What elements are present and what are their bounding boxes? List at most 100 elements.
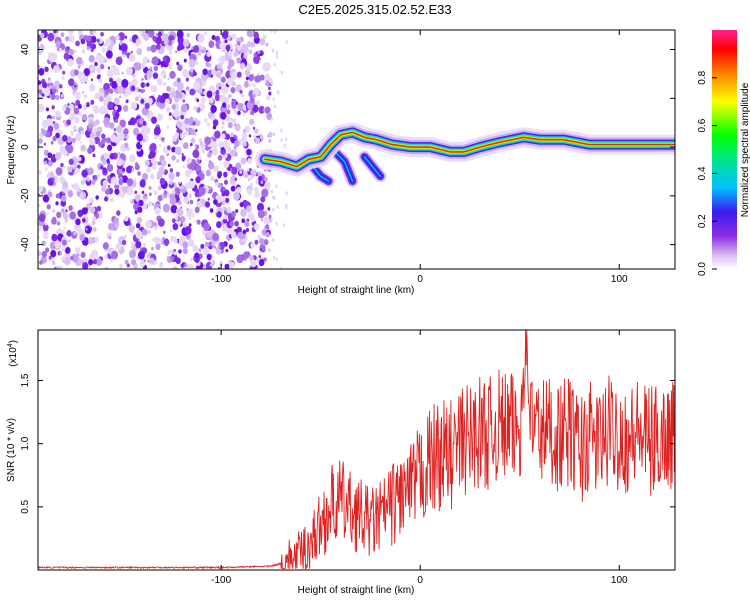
- noise-speck: [60, 32, 65, 38]
- noise-speck: [38, 185, 44, 193]
- noise-speck: [267, 248, 272, 253]
- noise-speck: [79, 234, 85, 242]
- noise-speck: [73, 182, 79, 190]
- noise-speck: [252, 83, 256, 88]
- noise-speck: [91, 179, 96, 185]
- noise-speck: [176, 30, 184, 39]
- noise-speck: [227, 50, 233, 57]
- noise-speck: [74, 84, 77, 88]
- noise-speck: [280, 128, 283, 133]
- colorbar-tick-label: 0.4: [697, 166, 708, 180]
- noise-speck: [246, 41, 252, 48]
- noise-speck: [75, 246, 81, 254]
- noise-speck: [157, 31, 162, 37]
- noise-speck: [235, 101, 239, 105]
- noise-speck: [258, 258, 265, 266]
- noise-speck: [141, 190, 145, 194]
- noise-speck: [151, 116, 157, 124]
- noise-speck: [86, 46, 90, 51]
- noise-speck: [173, 81, 178, 87]
- noise-speck: [140, 89, 144, 94]
- noise-speck: [128, 249, 136, 259]
- noise-speck: [193, 81, 201, 90]
- noise-speck: [56, 266, 60, 269]
- noise-speck: [264, 169, 267, 172]
- noise-speck: [237, 110, 241, 116]
- noise-speck: [113, 217, 119, 224]
- noise-speck: [40, 32, 45, 39]
- noise-speck: [169, 99, 172, 103]
- noise-speck: [74, 116, 80, 124]
- noise-speck: [202, 169, 205, 174]
- noise-speck: [244, 220, 250, 228]
- noise-speck: [95, 130, 101, 137]
- noise-speck: [249, 176, 253, 180]
- noise-speck: [270, 81, 274, 86]
- noise-speck: [108, 236, 112, 240]
- noise-speck: [204, 118, 208, 123]
- noise-speck: [90, 47, 94, 52]
- noise-speck: [64, 218, 68, 223]
- noise-speck: [169, 50, 172, 55]
- noise-speck: [62, 70, 66, 75]
- noise-speck: [101, 133, 106, 139]
- noise-speck: [149, 66, 153, 70]
- noise-speck: [54, 240, 62, 249]
- noise-speck: [165, 106, 171, 113]
- noise-speck: [133, 177, 136, 181]
- noise-speck: [214, 94, 221, 102]
- noise-speck: [256, 202, 265, 212]
- noise-speck: [95, 54, 101, 62]
- noise-speck: [268, 138, 272, 143]
- noise-speck: [198, 248, 202, 252]
- noise-speck: [142, 173, 149, 181]
- noise-speck: [210, 141, 218, 150]
- noise-speck: [263, 257, 267, 262]
- noise-speck: [138, 118, 144, 125]
- noise-speck: [41, 250, 48, 258]
- noise-speck: [115, 34, 120, 41]
- noise-speck: [38, 138, 43, 144]
- noise-speck: [236, 71, 242, 78]
- noise-speck: [119, 95, 122, 99]
- noise-speck: [172, 109, 180, 118]
- noise-speck: [246, 63, 253, 72]
- snr-panel: -100 0 100 0.5 1.0 1.5 Height of straight lin…: [6, 329, 676, 596]
- noise-speck: [73, 69, 79, 76]
- noise-speck: [260, 180, 264, 185]
- noise-speck: [136, 133, 143, 142]
- noise-speck: [60, 162, 64, 168]
- noise-speck: [81, 113, 88, 121]
- noise-speck: [189, 88, 196, 96]
- noise-speck: [67, 190, 74, 198]
- noise-speck: [248, 49, 253, 55]
- noise-speck: [254, 128, 259, 135]
- noise-speck: [233, 149, 237, 153]
- noise-speck: [157, 113, 164, 121]
- noise-speck: [215, 182, 219, 187]
- noise-speck: [138, 88, 141, 92]
- noise-speck: [217, 154, 223, 161]
- noise-speck: [119, 119, 126, 128]
- noise-speck: [126, 67, 132, 75]
- noise-speck: [234, 123, 241, 132]
- noise-speck: [227, 121, 233, 129]
- noise-speck: [163, 230, 166, 234]
- noise-speck: [265, 231, 270, 238]
- noise-speck: [75, 40, 80, 47]
- noise-speck: [100, 184, 107, 192]
- noise-speck: [135, 222, 141, 229]
- y-tick-label: 40: [20, 44, 31, 56]
- noise-speck: [217, 174, 222, 179]
- noise-speck: [157, 195, 163, 202]
- noise-speck: [104, 88, 110, 95]
- noise-speck: [38, 250, 42, 256]
- noise-speck: [140, 82, 146, 89]
- noise-speck: [140, 140, 144, 146]
- noise-speck: [203, 222, 211, 232]
- noise-speck: [163, 82, 167, 87]
- noise-speck: [63, 52, 70, 60]
- noise-speck: [52, 88, 57, 94]
- noise-speck: [205, 62, 210, 67]
- noise-speck: [194, 252, 200, 259]
